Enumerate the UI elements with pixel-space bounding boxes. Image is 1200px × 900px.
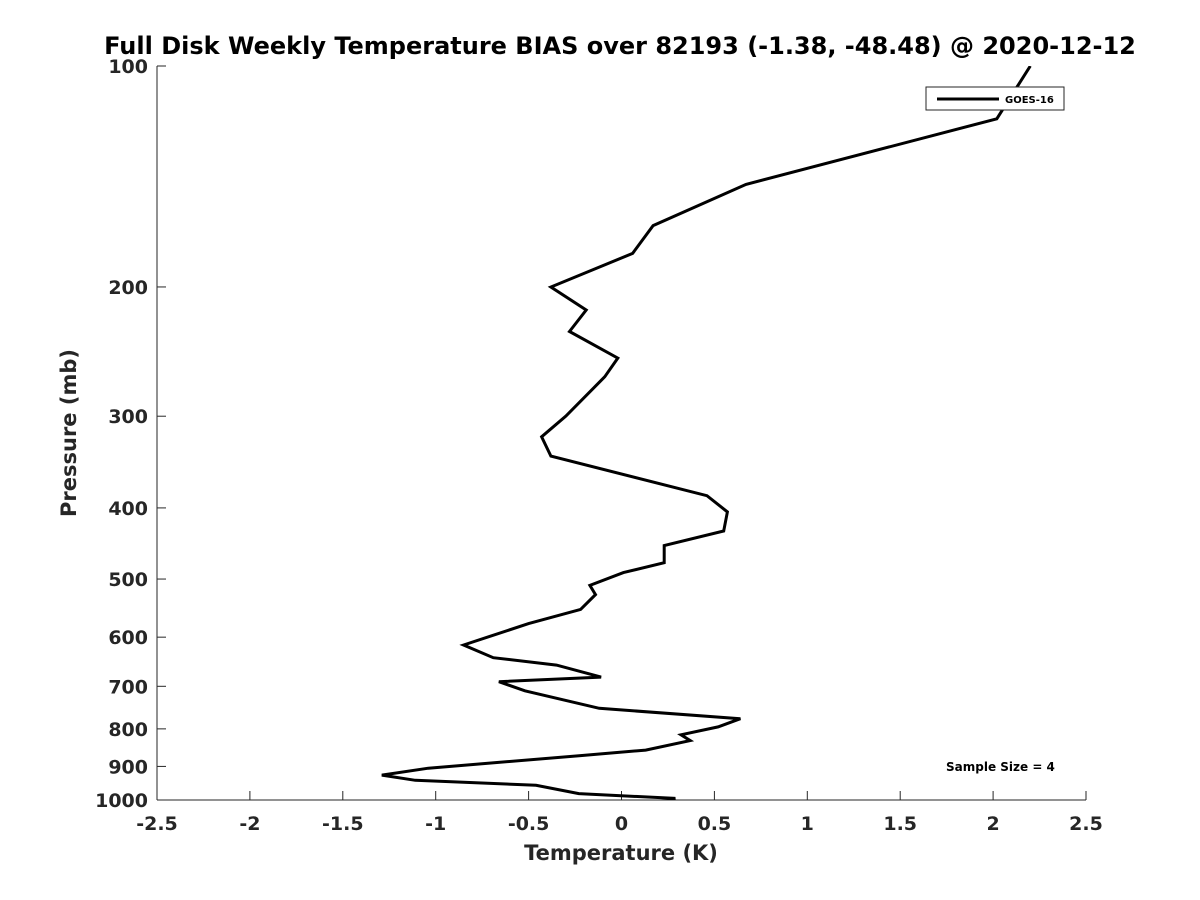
y-tick-label: 800: [108, 719, 148, 741]
legend: GOES-16: [925, 86, 1065, 111]
x-tick-label: 0.5: [698, 813, 732, 835]
x-tick-label: 1.5: [883, 813, 917, 835]
y-tick-label: 300: [108, 406, 148, 428]
y-tick-label: 400: [108, 498, 148, 520]
legend-label-goes-16: GOES-16: [1005, 95, 1054, 106]
sample-size-annotation: Sample Size = 4: [946, 760, 1055, 774]
chart-title: Full Disk Weekly Temperature BIAS over 8…: [104, 32, 1136, 60]
x-tick-label: 0: [615, 813, 628, 835]
x-tick-label: -2: [239, 813, 260, 835]
y-tick-label: 900: [108, 756, 148, 778]
y-tick-label: 600: [108, 627, 148, 649]
x-tick-label: -1: [425, 813, 446, 835]
x-ticks: -2.5 -2 -1.5 -1 -0.5 0 0.5 1 1.5 2 2.5: [136, 791, 1103, 835]
x-tick-label: -1.5: [322, 813, 364, 835]
y-tick-label: 500: [108, 569, 148, 591]
x-tick-label: 1: [801, 813, 814, 835]
y-tick-label: 100: [108, 56, 148, 78]
x-tick-label: 2.5: [1069, 813, 1103, 835]
y-tick-label: 200: [108, 277, 148, 299]
x-tick-label: -2.5: [136, 813, 178, 835]
x-axis-label: Temperature (K): [524, 841, 718, 865]
series-line-goes-16: [381, 66, 1032, 800]
x-tick-label: -0.5: [508, 813, 550, 835]
x-tick-label: 2: [986, 813, 999, 835]
y-ticks: 100 200 300 400 500 600 700 800 900 1000: [95, 56, 166, 812]
y-tick-label: 1000: [95, 790, 148, 812]
y-axis-label: Pressure (mb): [57, 349, 81, 517]
y-tick-label: 700: [108, 676, 148, 698]
